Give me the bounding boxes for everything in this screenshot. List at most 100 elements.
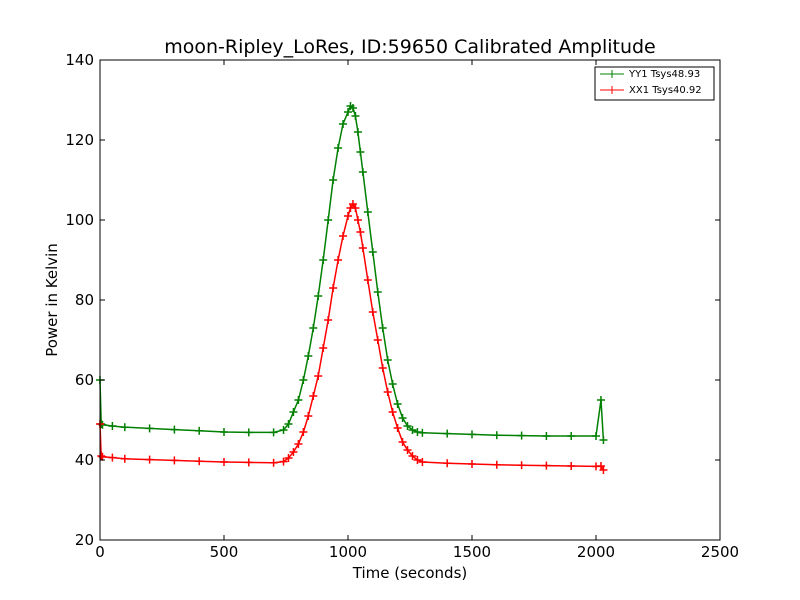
- y-tick-label: 140: [65, 51, 94, 69]
- data-point: [344, 108, 352, 116]
- data-point: [329, 176, 338, 184]
- data-point: [567, 462, 576, 470]
- data-point: [378, 324, 387, 332]
- y-tick-label: 100: [65, 211, 94, 229]
- data-point: [145, 424, 154, 433]
- plot-background: [100, 60, 720, 540]
- chart-title: moon-Ripley_LoRes, ID:59650 Calibrated A…: [164, 36, 656, 58]
- data-point: [398, 438, 407, 446]
- data-point: [108, 422, 117, 430]
- legend-label-xx1: XX1 Tsys40.92: [629, 85, 702, 96]
- data-point: [284, 420, 293, 428]
- data-point: [279, 457, 288, 466]
- legend-box: [594, 66, 715, 101]
- data-point: [393, 400, 402, 408]
- data-point: [304, 412, 313, 420]
- legend-entry-xx1: XX1 Tsys40.92: [600, 85, 702, 96]
- data-point: [373, 336, 382, 344]
- data-point: [358, 244, 367, 252]
- data-point: [403, 422, 412, 430]
- data-point: [383, 388, 392, 396]
- y-tick-label: 60: [75, 371, 94, 389]
- data-point: [294, 440, 303, 448]
- data-point: [269, 458, 278, 467]
- data-point: [339, 232, 348, 240]
- series-xx1: [96, 200, 608, 474]
- x-tick-label: 1500: [453, 543, 491, 561]
- data-point: [542, 432, 551, 440]
- data-point: [596, 396, 605, 404]
- data-point: [269, 428, 278, 437]
- data-point: [279, 426, 288, 434]
- data-point: [368, 248, 377, 256]
- data-point: [351, 112, 360, 120]
- y-tick-label: 20: [75, 531, 94, 549]
- legend-entry-yy1: YY1 Tsys48.93: [600, 69, 700, 80]
- data-point: [388, 408, 397, 416]
- data-point: [314, 372, 323, 380]
- y-tick-label: 40: [75, 451, 94, 469]
- data-point: [418, 458, 427, 466]
- data-point: [339, 120, 348, 128]
- plot-area: [96, 59, 721, 541]
- data-point: [599, 466, 608, 474]
- data-point: [244, 458, 253, 467]
- data-point: [319, 344, 328, 352]
- data-point: [388, 380, 397, 388]
- x-axis-label: Time (seconds): [352, 564, 468, 582]
- data-point: [383, 356, 392, 364]
- x-tick-label: 2000: [577, 543, 615, 561]
- data-point: [517, 461, 526, 470]
- x-tick-label: 2500: [701, 543, 739, 561]
- data-point: [324, 316, 333, 324]
- data-point: [443, 429, 452, 438]
- data-point: [294, 396, 303, 404]
- data-point: [393, 424, 402, 432]
- data-point: [284, 454, 293, 462]
- data-point: [120, 454, 129, 463]
- data-point: [468, 430, 476, 439]
- x-axis: 0 500 1000 1500 2000 2500: [95, 60, 739, 561]
- data-point: [363, 208, 372, 216]
- data-point: [358, 168, 367, 176]
- data-point: [517, 431, 526, 440]
- data-point: [334, 144, 343, 152]
- data-point: [348, 104, 357, 112]
- data-point: [363, 276, 372, 284]
- data-point: [542, 461, 551, 470]
- data-point: [592, 432, 600, 440]
- series-layer: [96, 102, 608, 474]
- data-point: [309, 392, 318, 400]
- data-point: [418, 428, 427, 437]
- y-axis: 20 40 60 80 100 120 140: [65, 51, 720, 549]
- data-point: [356, 228, 365, 236]
- y-axis-label: Power in Kelvin: [43, 243, 61, 357]
- data-point: [108, 453, 117, 462]
- data-point: [492, 431, 501, 440]
- data-point: [324, 216, 333, 224]
- data-point: [356, 148, 365, 156]
- x-tick-label: 500: [210, 543, 239, 561]
- data-point: [309, 324, 318, 332]
- data-point: [220, 458, 228, 466]
- data-point: [97, 452, 106, 460]
- data-point: [567, 432, 576, 440]
- data-point: [304, 352, 313, 360]
- data-point: [299, 428, 308, 436]
- data-point: [299, 376, 308, 384]
- data-point: [195, 457, 204, 466]
- data-point: [319, 256, 328, 264]
- data-point: [413, 428, 422, 436]
- y-tick-label: 80: [75, 291, 94, 309]
- data-point: [329, 284, 338, 292]
- data-point: [353, 216, 362, 224]
- series-yy1: [96, 102, 608, 444]
- data-point: [408, 426, 417, 434]
- series-line: [99, 104, 605, 441]
- series-line: [99, 202, 605, 471]
- legend: YY1 Tsys48.93 XX1 Tsys40.92: [594, 66, 715, 101]
- data-point: [170, 425, 179, 434]
- data-point: [378, 364, 387, 372]
- data-point: [408, 452, 417, 460]
